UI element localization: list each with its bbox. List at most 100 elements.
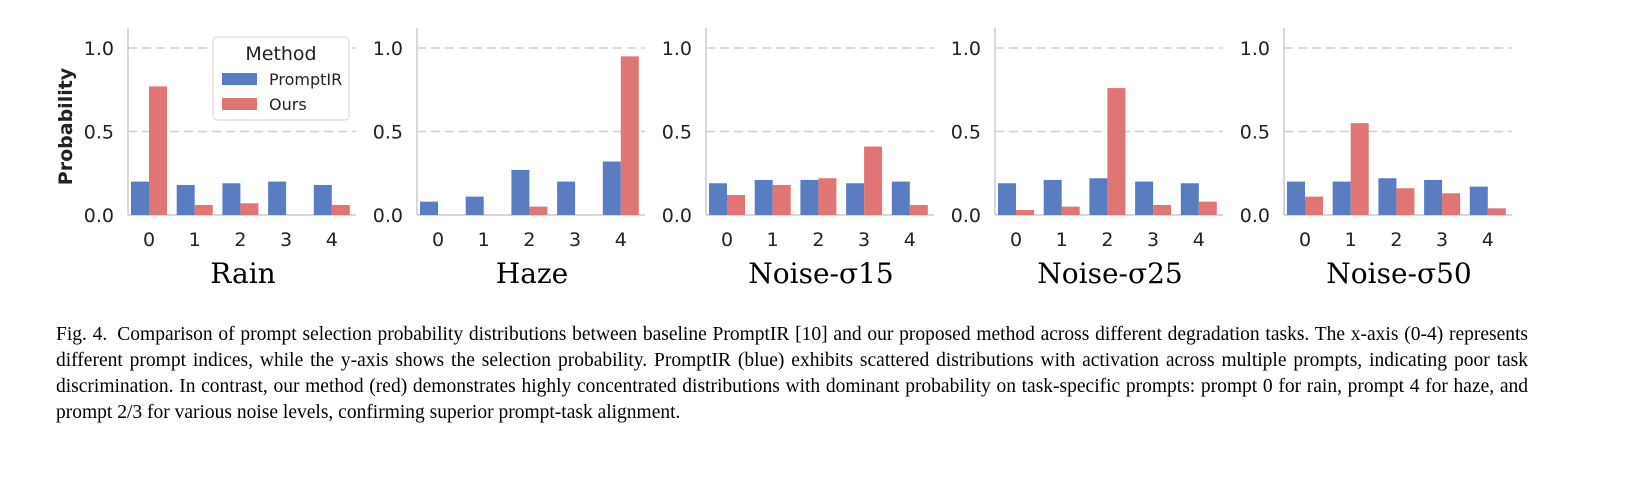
x-tick-label-2-3: 3 (858, 229, 870, 251)
x-tick-label-4-1: 1 (1345, 229, 1357, 251)
bar-0-ours-2 (240, 203, 259, 215)
x-tick-label-3-4: 4 (1193, 229, 1205, 251)
panel-title-4: Noise-σ50 (1326, 257, 1471, 290)
bar-3-ours-3 (1153, 204, 1172, 215)
bar-0-ours-0 (149, 86, 167, 215)
bar-3-ours-4 (1198, 201, 1217, 215)
bar-0-ours-4 (331, 204, 350, 215)
bar-4-promptir-2 (1378, 178, 1397, 215)
y-tick-label-3-0: 0.0 (951, 205, 981, 227)
x-tick-label-3-2: 2 (1101, 229, 1113, 251)
x-tick-label-1-4: 4 (615, 229, 627, 251)
legend-swatch-ours (222, 98, 257, 110)
y-tick-label-1-0: 0.0 (373, 205, 403, 227)
bar-2-promptir-1 (754, 179, 773, 215)
chart-panel-4: 0.0 0.5 1.0 0 1 2 3 4 Noise-σ50 (1240, 28, 1512, 290)
y-tick-label-4-2: 1.0 (1240, 38, 1270, 60)
bar-1-promptir-0 (420, 201, 438, 215)
y-tick-label-0-0: 0.0 (84, 205, 114, 227)
bar-4-ours-1 (1350, 123, 1369, 215)
x-tick-label-2-0: 0 (721, 229, 733, 251)
y-axis-label: Probability (55, 67, 77, 185)
x-tick-label-2-4: 4 (904, 229, 916, 251)
bar-3-ours-1 (1061, 206, 1080, 215)
panel-title-3: Noise-σ25 (1037, 257, 1182, 290)
x-tick-label-2-2: 2 (812, 229, 824, 251)
x-tick-label-2-1: 1 (767, 229, 779, 251)
x-tick-label-4-3: 3 (1436, 229, 1448, 251)
bar-0-promptir-4 (313, 184, 332, 215)
bar-2-ours-1 (772, 184, 791, 215)
bar-4-promptir-4 (1469, 186, 1488, 215)
y-tick-label-3-2: 1.0 (951, 38, 981, 60)
y-tick-label-3-1: 0.5 (951, 122, 981, 144)
bar-0-promptir-2 (222, 183, 241, 215)
x-tick-label-3-0: 0 (1010, 229, 1022, 251)
x-tick-label-4-0: 0 (1299, 229, 1311, 251)
bar-2-ours-4 (909, 204, 928, 215)
bar-3-promptir-0 (998, 183, 1016, 215)
figure: 0.0 0.5 1.0 0 1 2 3 4 Rain Probability 0.0 0.5 1.0 0 1… (55, 28, 1512, 290)
bar-4-ours-3 (1442, 193, 1461, 215)
x-tick-label-3-1: 1 (1056, 229, 1068, 251)
bar-4-ours-2 (1396, 188, 1415, 215)
bar-2-promptir-0 (709, 183, 727, 215)
x-tick-label-4-4: 4 (1482, 229, 1494, 251)
y-tick-label-4-1: 0.5 (1240, 122, 1270, 144)
chart-panel-3: 0.0 0.5 1.0 0 1 2 3 4 Noise-σ25 (951, 28, 1223, 290)
bar-3-promptir-4 (1180, 183, 1199, 215)
y-tick-label-2-0: 0.0 (662, 205, 692, 227)
y-tick-label-4-0: 0.0 (1240, 205, 1270, 227)
y-tick-label-2-1: 0.5 (662, 122, 692, 144)
x-tick-label-3-3: 3 (1147, 229, 1159, 251)
legend-label-promptir: PromptIR (269, 70, 342, 89)
chart-panel-1: 0.0 0.5 1.0 0 1 2 3 4 Haze (373, 28, 645, 290)
x-tick-label-0-0: 0 (143, 229, 155, 251)
x-tick-label-1-2: 2 (523, 229, 535, 251)
bar-2-ours-2 (818, 178, 837, 215)
y-tick-label-1-2: 1.0 (373, 38, 403, 60)
bar-3-promptir-1 (1043, 179, 1062, 215)
y-tick-label-1-1: 0.5 (373, 122, 403, 144)
bar-4-ours-4 (1487, 208, 1506, 215)
bar-4-promptir-0 (1287, 181, 1305, 215)
bar-2-ours-3 (864, 146, 883, 215)
legend-label-ours: Ours (269, 95, 307, 114)
bar-0-promptir-0 (131, 181, 149, 215)
x-tick-label-0-1: 1 (189, 229, 201, 251)
panel-title-2: Noise-σ15 (748, 257, 893, 290)
bar-1-ours-2 (529, 206, 548, 215)
bar-4-promptir-1 (1332, 181, 1351, 215)
bar-3-promptir-3 (1135, 181, 1154, 215)
panel-title-0: Rain (210, 257, 275, 290)
y-tick-label-2-2: 1.0 (662, 38, 692, 60)
bar-2-ours-0 (727, 194, 745, 215)
bar-3-promptir-2 (1089, 178, 1108, 215)
x-tick-label-1-1: 1 (478, 229, 490, 251)
y-tick-label-0-1: 0.5 (84, 122, 114, 144)
bar-0-promptir-3 (268, 181, 287, 215)
chart-panel-0: 0.0 0.5 1.0 0 1 2 3 4 Rain Probability (55, 28, 356, 290)
bar-1-promptir-1 (465, 196, 484, 215)
legend-swatch-promptir (222, 73, 257, 85)
bar-1-promptir-4 (602, 161, 621, 215)
caption-label: Fig. 4. (56, 324, 108, 345)
bar-3-ours-2 (1107, 88, 1126, 215)
bar-0-ours-1 (194, 204, 213, 215)
x-tick-label-0-3: 3 (280, 229, 292, 251)
x-tick-label-0-4: 4 (326, 229, 338, 251)
x-tick-label-4-2: 2 (1390, 229, 1402, 251)
x-tick-label-1-0: 0 (432, 229, 444, 251)
caption-text: Comparison of prompt selection probabili… (56, 324, 1528, 423)
panel-title-1: Haze (496, 257, 568, 290)
x-tick-label-1-3: 3 (569, 229, 581, 251)
bar-3-ours-0 (1016, 209, 1034, 215)
bar-4-promptir-3 (1424, 179, 1443, 215)
bar-2-promptir-3 (846, 183, 865, 215)
bar-2-promptir-4 (891, 181, 910, 215)
y-tick-label-0-2: 1.0 (84, 38, 114, 60)
x-tick-label-0-2: 2 (234, 229, 246, 251)
bar-0-promptir-1 (176, 184, 195, 215)
chart-panel-2: 0.0 0.5 1.0 0 1 2 3 4 Noise-σ15 (662, 28, 934, 290)
figure-caption: Fig. 4. Comparison of prompt selection pr… (56, 322, 1528, 426)
